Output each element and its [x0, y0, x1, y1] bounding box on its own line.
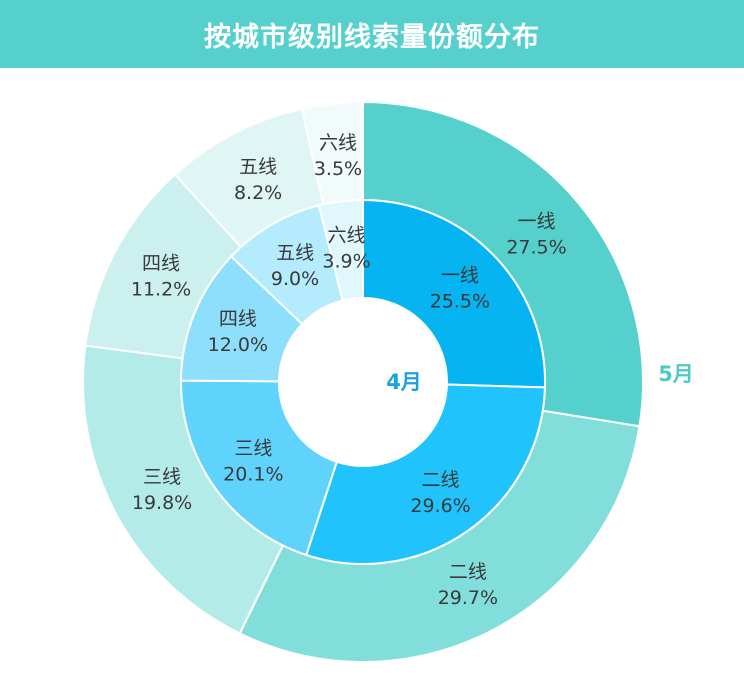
- value-label: 19.8%: [132, 492, 192, 514]
- category-label: 五线: [276, 242, 314, 264]
- value-label: 29.6%: [410, 495, 470, 517]
- slice-labels: 一线 25.5% 二线 29.6% 三线 20.1% 四线 12.0% 五线 9.0% 六线 3.9%…: [131, 132, 567, 609]
- value-label: 8.2%: [234, 182, 282, 204]
- outer-ring-label: 5月: [658, 362, 694, 386]
- value-label: 3.5%: [314, 158, 362, 180]
- inner-ring-label: 4月: [386, 370, 422, 394]
- category-label: 三线: [143, 466, 181, 488]
- value-label: 11.2%: [131, 279, 191, 301]
- category-label: 一线: [441, 264, 479, 286]
- inner-ring-4月: [179, 198, 546, 565]
- category-label: 三线: [234, 437, 272, 459]
- value-label: 27.5%: [506, 237, 566, 259]
- category-label: 六线: [328, 225, 366, 247]
- value-label: 9.0%: [271, 268, 319, 290]
- value-label: 25.5%: [430, 290, 490, 312]
- category-label: 五线: [239, 156, 277, 178]
- category-label: 四线: [142, 253, 180, 275]
- category-label: 一线: [517, 211, 555, 233]
- category-label: 二线: [449, 561, 487, 583]
- category-label: 四线: [219, 308, 257, 330]
- value-label: 3.9%: [322, 251, 370, 273]
- value-label: 20.1%: [223, 463, 283, 485]
- donut-hole: [279, 298, 447, 466]
- chart-header: 按城市级别线索量份额分布: [0, 0, 744, 68]
- value-label: 12.0%: [208, 334, 268, 356]
- category-label: 六线: [319, 132, 357, 154]
- category-label: 二线: [422, 469, 460, 491]
- chart-title: 按城市级别线索量份额分布: [204, 21, 540, 53]
- value-label: 29.7%: [438, 587, 498, 609]
